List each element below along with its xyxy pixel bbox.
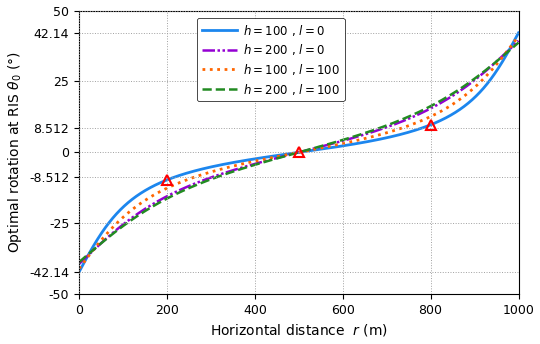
- $h = 200$ , $l = 100$: [515, 41, 522, 45]
- $h = 100$ , $l = 100$: [404, 124, 410, 128]
- $h = 200$ , $l = 100$: [404, 115, 410, 119]
- $h = 100$ , $l = 0$: [437, 119, 443, 123]
- $h = 100$ , $l = 100$: [362, 137, 368, 141]
- $h = 100$ , $l = 0$: [156, 181, 162, 185]
- $h = 200$ , $l = 0$: [437, 101, 443, 105]
- $h = 200$ , $l = 100$: [339, 138, 346, 142]
- $h = 100$ , $l = 100$: [437, 109, 443, 114]
- Line: $h = 100$ , $l = 0$: $h = 100$ , $l = 0$: [79, 33, 518, 272]
- $h = 100$ , $l = 0$: [362, 140, 368, 144]
- Line: $h = 200$ , $l = 0$: $h = 200$ , $l = 0$: [79, 41, 518, 264]
- $h = 100$ , $l = 100$: [76, 267, 82, 271]
- Line: $h = 200$ , $l = 100$: $h = 200$ , $l = 100$: [79, 43, 518, 262]
- $h = 100$ , $l = 0$: [515, 31, 522, 35]
- $h = 200$ , $l = 100$: [76, 260, 82, 264]
- $h = 200$ , $l = 100$: [244, 165, 250, 169]
- $h = 100$ , $l = 0$: [404, 131, 410, 135]
- Line: $h = 100$ , $l = 100$: $h = 100$ , $l = 100$: [79, 36, 518, 269]
- $h = 200$ , $l = 0$: [515, 39, 522, 43]
- $h = 100$ , $l = 0$: [244, 158, 250, 162]
- $h = 100$ , $l = 0$: [339, 144, 346, 148]
- $h = 200$ , $l = 100$: [156, 201, 162, 205]
- $h = 100$ , $l = 0$: [76, 270, 82, 274]
- Y-axis label: Optimal rotation at RIS $\theta_0$ (°): Optimal rotation at RIS $\theta_0$ (°): [5, 52, 24, 253]
- Legend: $h = 100$ , $l = 0$, $h = 200$ , $l = 0$, $h = 100$ , $l = 100$, $h = 200$ , $l : $h = 100$ , $l = 0$, $h = 200$ , $l = 0$…: [197, 18, 345, 101]
- $h = 200$ , $l = 0$: [76, 262, 82, 266]
- $h = 100$ , $l = 100$: [515, 34, 522, 38]
- $h = 200$ , $l = 100$: [437, 99, 443, 103]
- X-axis label: Horizontal distance  $r$ (m): Horizontal distance $r$ (m): [210, 322, 388, 338]
- $h = 200$ , $l = 0$: [339, 139, 346, 143]
- $h = 100$ , $l = 100$: [339, 141, 346, 146]
- $h = 100$ , $l = 100$: [156, 190, 162, 194]
- $h = 100$ , $l = 100$: [244, 161, 250, 165]
- $h = 200$ , $l = 0$: [404, 117, 410, 121]
- $h = 200$ , $l = 0$: [362, 132, 368, 137]
- $h = 200$ , $l = 0$: [156, 198, 162, 203]
- $h = 200$ , $l = 100$: [362, 131, 368, 135]
- $h = 200$ , $l = 0$: [244, 164, 250, 168]
